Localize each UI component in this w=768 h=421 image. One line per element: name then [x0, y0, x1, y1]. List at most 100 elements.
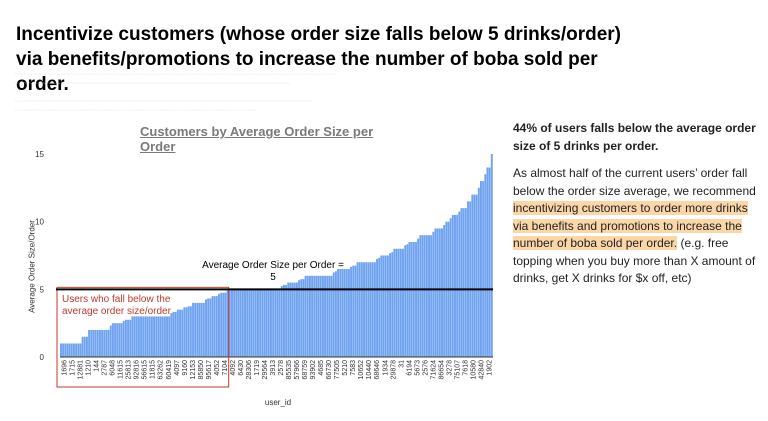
bar: [291, 282, 294, 357]
bar: [92, 329, 95, 357]
bar: [179, 309, 181, 357]
bar: [406, 244, 409, 357]
x-tick-label: 95617: [206, 360, 213, 380]
insight-body: As almost half of the current users’ ord…: [513, 165, 761, 288]
x-tick-label: 1934: [382, 360, 389, 376]
bar: [226, 289, 229, 357]
bar: [233, 289, 236, 357]
bar: [441, 228, 443, 357]
bar: [456, 214, 459, 357]
bar: [367, 262, 370, 357]
bar: [77, 343, 80, 357]
bar: [298, 280, 301, 357]
y-tick-label: 15: [35, 150, 44, 159]
bar: [460, 208, 463, 357]
bar: [270, 289, 272, 357]
bar: [176, 309, 179, 357]
bar: [300, 279, 303, 357]
bar: [129, 319, 132, 357]
bar: [168, 316, 171, 357]
x-tick-label: 6048: [110, 360, 117, 376]
bar: [222, 292, 225, 357]
below-average-highlight-box: [56, 286, 230, 388]
x-tick-label: 1210: [86, 360, 93, 376]
bar: [111, 323, 114, 357]
x-tick-label: 6430: [238, 360, 245, 376]
insight-headline: 44% of users falls below the average ord…: [513, 121, 756, 153]
bar: [276, 289, 279, 357]
x-tick-label: 6194: [406, 360, 413, 376]
bar: [196, 302, 199, 357]
bar: [116, 323, 119, 357]
x-tick-label: 144: [94, 360, 101, 372]
bar: [289, 282, 292, 357]
bar: [218, 293, 220, 357]
x-tick-label: 4052: [214, 360, 221, 376]
bar: [451, 214, 454, 357]
bar: [380, 255, 383, 357]
bar: [471, 194, 474, 357]
y-tick-label: 10: [35, 218, 44, 227]
bar: [131, 316, 134, 357]
bar: [386, 255, 389, 357]
bar: [181, 309, 184, 357]
x-tick-label: 4685: [318, 360, 325, 376]
bar: [142, 316, 145, 357]
x-tick-label: 85850: [198, 360, 205, 380]
bar: [473, 194, 476, 357]
x-tick-label: 66730: [326, 360, 333, 380]
x-tick-label: 7583: [350, 360, 357, 376]
bar: [215, 296, 218, 357]
bar: [454, 214, 456, 357]
bar: [107, 329, 110, 357]
bar: [393, 248, 396, 357]
bar: [287, 282, 290, 357]
x-tick-label: 5210: [342, 360, 349, 376]
x-tick-label: 25813: [126, 360, 133, 380]
bar: [417, 238, 420, 357]
x-tick-label: 63262: [158, 360, 165, 380]
x-tick-label: 9160: [182, 360, 189, 376]
bar: [81, 336, 84, 357]
bar: [363, 262, 366, 357]
bar: [347, 269, 350, 357]
bar: [263, 289, 266, 357]
bar: [295, 282, 298, 357]
bar: [88, 329, 91, 357]
bar: [187, 306, 190, 357]
bar: [293, 282, 296, 357]
bar: [397, 248, 400, 357]
bar: [373, 262, 376, 357]
bar: [360, 262, 363, 357]
bar: [66, 343, 69, 357]
bar: [83, 336, 86, 357]
x-tick-label: 68759: [302, 360, 309, 380]
bar: [109, 325, 112, 357]
bar: [166, 316, 169, 357]
bar: [75, 343, 78, 357]
bar: [68, 343, 71, 357]
bar: [328, 275, 331, 357]
bar: [205, 299, 207, 357]
x-tick-label: 56615: [142, 360, 149, 380]
bar: [235, 289, 238, 357]
x-tick-label: 68646: [374, 360, 381, 380]
bar: [159, 316, 162, 357]
x-tick-label: 28306: [246, 360, 253, 380]
x-tick-label: 42840: [478, 360, 485, 380]
bar: [272, 289, 275, 357]
bar: [228, 289, 231, 357]
below-average-annotation: Users who fall below the average order s…: [62, 294, 171, 317]
bar: [304, 275, 307, 357]
bar: [189, 306, 192, 357]
bar: [133, 316, 136, 357]
bar: [202, 302, 205, 357]
x-tick-label: 11615: [118, 360, 125, 379]
bar: [244, 289, 246, 357]
bar: [428, 235, 430, 357]
x-tick-label: 5673: [414, 360, 421, 376]
bar: [480, 181, 482, 357]
bar: [356, 262, 359, 357]
bar: [209, 298, 212, 357]
